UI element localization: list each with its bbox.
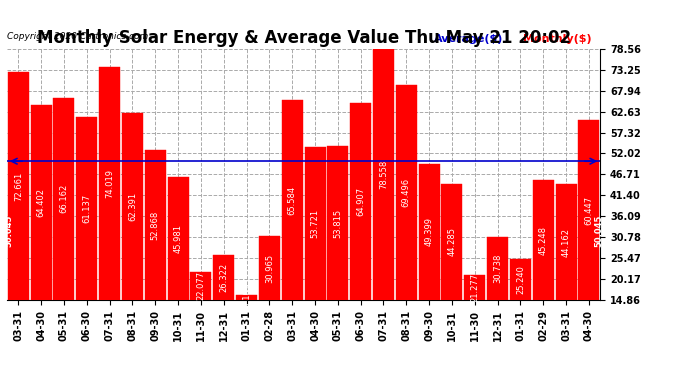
Bar bbox=[487, 237, 508, 300]
Bar bbox=[8, 72, 29, 300]
Bar bbox=[168, 177, 188, 300]
Text: 25.240: 25.240 bbox=[516, 265, 525, 294]
Bar bbox=[77, 117, 97, 300]
Bar bbox=[259, 237, 280, 300]
Text: 62.391: 62.391 bbox=[128, 192, 137, 221]
Text: 50.045: 50.045 bbox=[594, 214, 603, 247]
Text: 53.815: 53.815 bbox=[333, 209, 342, 238]
Text: Average($): Average($) bbox=[434, 34, 504, 44]
Bar bbox=[99, 67, 120, 300]
Title: Monthly Solar Energy & Average Value Thu May 21 20:02: Monthly Solar Energy & Average Value Thu… bbox=[37, 29, 571, 47]
Text: 52.868: 52.868 bbox=[150, 210, 160, 240]
Text: 45.981: 45.981 bbox=[174, 224, 183, 253]
Text: 49.399: 49.399 bbox=[424, 217, 433, 246]
Bar bbox=[510, 259, 531, 300]
Text: Monthly($): Monthly($) bbox=[523, 34, 592, 44]
Text: 22.077: 22.077 bbox=[197, 271, 206, 300]
Text: 30.965: 30.965 bbox=[265, 254, 274, 283]
Text: 50.045: 50.045 bbox=[4, 214, 13, 247]
Text: 78.558: 78.558 bbox=[379, 160, 388, 189]
Text: 21.277: 21.277 bbox=[471, 273, 480, 302]
Bar bbox=[350, 103, 371, 300]
Text: 44.162: 44.162 bbox=[562, 228, 571, 257]
Bar bbox=[145, 150, 166, 300]
Text: 26.322: 26.322 bbox=[219, 263, 228, 292]
Bar bbox=[555, 184, 577, 300]
Text: 61.137: 61.137 bbox=[82, 194, 91, 224]
Bar bbox=[533, 180, 554, 300]
Bar bbox=[442, 184, 462, 300]
Text: 16.107: 16.107 bbox=[242, 283, 251, 312]
Bar bbox=[304, 147, 326, 300]
Text: 66.162: 66.162 bbox=[59, 184, 68, 213]
Text: 69.496: 69.496 bbox=[402, 178, 411, 207]
Bar bbox=[396, 84, 417, 300]
Text: 65.584: 65.584 bbox=[288, 185, 297, 214]
Bar bbox=[578, 120, 600, 300]
Text: 60.447: 60.447 bbox=[584, 195, 593, 225]
Text: 30.738: 30.738 bbox=[493, 254, 502, 284]
Text: 53.721: 53.721 bbox=[310, 209, 319, 238]
Text: 72.661: 72.661 bbox=[14, 171, 23, 201]
Bar bbox=[236, 295, 257, 300]
Text: 64.907: 64.907 bbox=[356, 187, 365, 216]
Bar bbox=[419, 164, 440, 300]
Text: 74.019: 74.019 bbox=[105, 169, 114, 198]
Bar bbox=[122, 112, 143, 300]
Text: Copyright 2020 Cartronics.com: Copyright 2020 Cartronics.com bbox=[7, 32, 148, 41]
Bar bbox=[282, 100, 303, 300]
Bar bbox=[213, 255, 234, 300]
Bar bbox=[53, 98, 75, 300]
Text: 44.285: 44.285 bbox=[447, 228, 457, 256]
Bar bbox=[190, 272, 211, 300]
Text: 45.248: 45.248 bbox=[539, 226, 548, 255]
Bar bbox=[373, 49, 394, 300]
Text: 64.402: 64.402 bbox=[37, 188, 46, 217]
Bar bbox=[464, 275, 485, 300]
Bar bbox=[327, 146, 348, 300]
Bar bbox=[30, 105, 52, 300]
